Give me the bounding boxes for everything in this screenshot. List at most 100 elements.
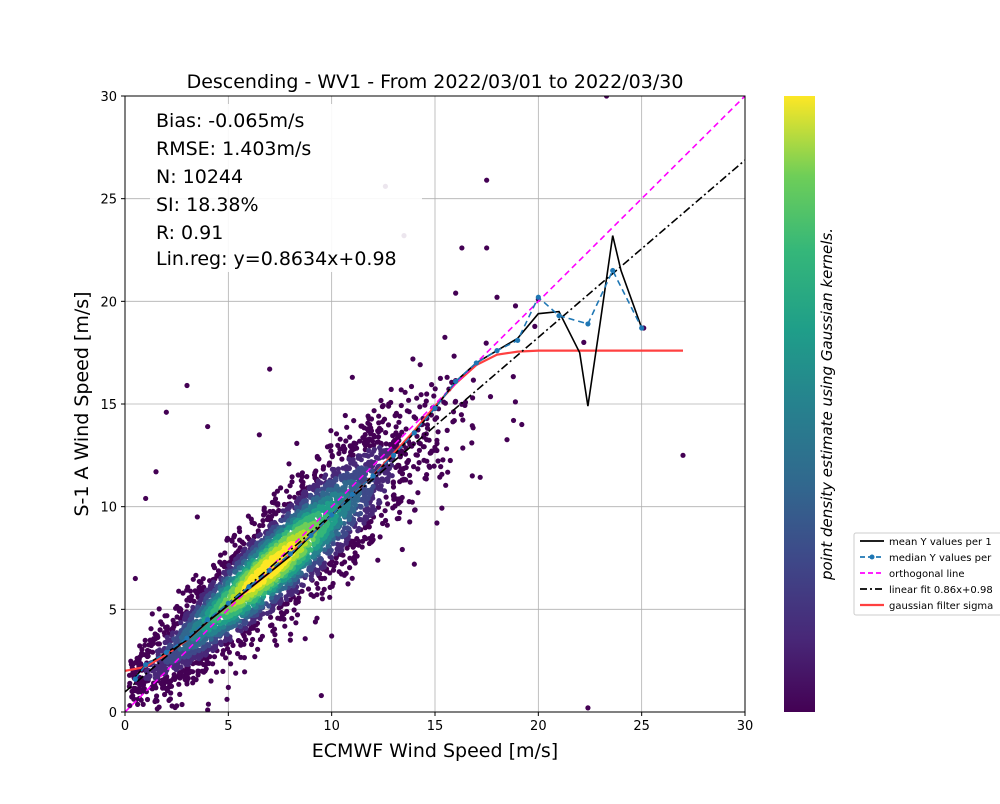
density-point — [333, 431, 340, 437]
median-marker — [585, 321, 591, 327]
density-point — [413, 415, 419, 421]
outlier-point — [184, 382, 190, 389]
density-point — [477, 474, 483, 480]
outlier-point — [349, 374, 355, 380]
median-marker — [163, 649, 169, 656]
density-point — [418, 392, 424, 398]
density-point — [397, 479, 403, 485]
density-point — [385, 501, 391, 507]
density-point — [319, 590, 325, 596]
density-point — [220, 668, 226, 675]
density-point — [357, 516, 363, 522]
density-point — [367, 535, 373, 542]
density-point — [398, 402, 404, 409]
density-point — [414, 433, 420, 439]
outlier-point — [510, 417, 517, 424]
density-point — [342, 525, 348, 531]
density-point — [193, 572, 199, 578]
outlier-points — [132, 96, 686, 712]
density-point — [342, 412, 348, 419]
density-point — [434, 437, 440, 443]
median-marker — [287, 551, 293, 557]
density-point — [444, 446, 450, 452]
density-point — [434, 520, 440, 526]
density-point — [435, 458, 441, 464]
density-point — [269, 595, 275, 601]
density-point — [228, 661, 234, 667]
density-point — [450, 409, 457, 415]
outlier-point — [225, 684, 231, 690]
x-tick-label: 20 — [530, 719, 547, 734]
density-point — [164, 613, 170, 619]
density-point — [289, 615, 295, 621]
median-marker — [610, 267, 616, 274]
density-point — [334, 541, 341, 547]
density-point — [176, 681, 182, 687]
density-point — [357, 438, 363, 444]
outlier-point — [143, 495, 149, 502]
density-point — [184, 603, 190, 609]
outlier-point — [153, 469, 159, 475]
density-point — [426, 463, 432, 469]
density-point — [431, 463, 437, 469]
density-point — [392, 413, 398, 419]
density-point — [458, 412, 464, 418]
density-point — [390, 484, 397, 490]
density-point — [424, 472, 430, 478]
x-axis-label: ECMWF Wind Speed [m/s] — [312, 740, 558, 762]
outlier-point — [484, 245, 490, 251]
outlier-point — [318, 692, 324, 699]
density-point — [378, 512, 384, 518]
density-point — [203, 666, 209, 672]
density-point — [235, 638, 242, 644]
density-point — [358, 457, 364, 463]
density-point — [291, 607, 297, 613]
density-point — [327, 594, 333, 600]
density-point — [423, 398, 429, 404]
density-point — [187, 588, 193, 594]
density-point — [414, 395, 420, 401]
density-point — [336, 450, 342, 457]
density-point — [274, 488, 280, 494]
median-marker — [184, 635, 190, 641]
density-point — [325, 543, 331, 549]
density-point — [242, 546, 248, 552]
density-point — [351, 418, 357, 424]
density-point — [460, 445, 466, 451]
density-point — [382, 508, 388, 514]
outlier-point — [453, 290, 459, 296]
density-point — [443, 482, 449, 488]
density-point — [252, 654, 258, 660]
density-point — [316, 456, 322, 462]
density-point — [373, 480, 379, 486]
density-point — [224, 646, 231, 652]
density-point — [216, 625, 222, 631]
density-point — [294, 440, 300, 446]
density-point — [420, 434, 427, 440]
density-point — [421, 457, 427, 463]
density-point — [148, 626, 154, 632]
density-point — [289, 474, 295, 480]
series-line-0 — [134, 235, 643, 678]
density-point — [386, 403, 392, 409]
density-point — [390, 433, 396, 439]
density-point — [450, 419, 456, 425]
density-point — [360, 538, 366, 544]
density-point — [330, 580, 336, 587]
density-point — [326, 462, 332, 468]
density-point — [407, 479, 413, 485]
density-point — [156, 641, 162, 647]
outlier-point — [205, 423, 211, 430]
median-marker — [308, 532, 314, 539]
density-point — [440, 457, 446, 463]
series-lines — [125, 96, 745, 712]
density-point — [216, 592, 222, 599]
colorbar — [784, 96, 815, 712]
density-point — [276, 605, 282, 611]
density-point — [235, 651, 241, 657]
density-point — [470, 395, 476, 401]
density-point — [371, 408, 377, 414]
density-point — [275, 615, 281, 621]
outlier-point — [494, 294, 500, 300]
